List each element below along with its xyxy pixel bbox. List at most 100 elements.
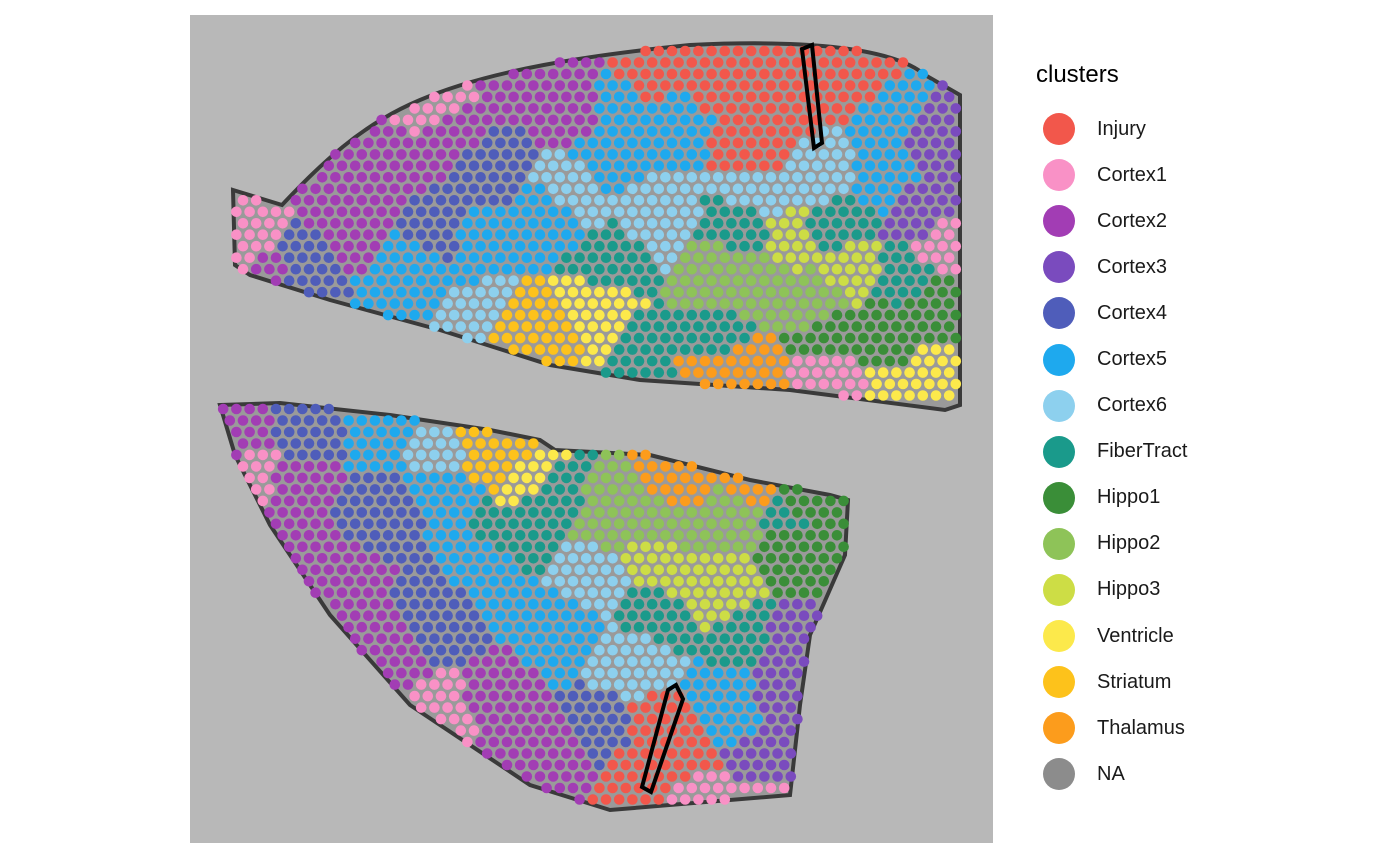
spot-ventricle <box>587 298 599 309</box>
spot-fibertract <box>765 507 777 518</box>
legend-swatch <box>1043 159 1075 192</box>
spot-fibertract <box>897 263 909 275</box>
spot-cortex1 <box>455 702 467 713</box>
spot-cortex2 <box>528 759 539 771</box>
spot-injury <box>844 103 856 114</box>
spot-ventricle <box>528 484 539 495</box>
spot-cortex3 <box>937 172 948 183</box>
spot-cortex6 <box>831 172 843 183</box>
spot-fibertract <box>712 644 724 656</box>
spot-hippo2 <box>739 530 750 541</box>
spot-fibertract <box>877 252 889 263</box>
spot-cortex5 <box>587 610 599 621</box>
spot-hippo1 <box>864 344 876 355</box>
spot-hippo3 <box>666 541 678 553</box>
spot-cortex2 <box>343 149 354 160</box>
spot-cortex2 <box>541 103 552 114</box>
spot-fibertract <box>554 263 566 275</box>
spot-cortex5 <box>864 160 876 172</box>
spot-cortex4 <box>369 484 381 495</box>
spot-cortex2 <box>376 114 387 126</box>
spot-hippo2 <box>580 507 592 518</box>
spot-cortex4 <box>462 598 473 610</box>
spot-cortex1 <box>739 782 750 794</box>
spot-cortex5 <box>567 149 579 160</box>
spot-hippo1 <box>792 332 803 344</box>
spot-hippo2 <box>686 286 698 298</box>
spot-cortex1 <box>409 690 420 702</box>
spot-cortex6 <box>811 160 823 172</box>
spot-hippo1 <box>805 576 816 587</box>
spot-injury <box>686 57 698 68</box>
spot-fibertract <box>719 656 731 667</box>
spot-cortex5 <box>495 564 506 576</box>
spot-cortex4 <box>303 438 315 449</box>
spot-cortex4 <box>554 690 566 702</box>
spot-cortex5 <box>343 415 354 426</box>
spot-fibertract <box>481 518 493 530</box>
spot-fibertract <box>554 461 566 472</box>
spot-hippo2 <box>739 507 750 518</box>
spot-cortex5 <box>363 275 374 287</box>
spot-injury <box>633 713 645 725</box>
spot-cortex6 <box>600 206 612 218</box>
spot-cortex2 <box>481 748 493 759</box>
spot-fibertract <box>613 275 625 287</box>
spot-hippo1 <box>910 332 922 344</box>
spot-fibertract <box>772 495 783 507</box>
spot-injury <box>891 68 902 80</box>
spot-injury <box>666 771 678 782</box>
spot-cortex2 <box>290 530 302 541</box>
spot-hippo1 <box>844 309 856 321</box>
spot-cortex3 <box>778 759 790 771</box>
spot-hippo3 <box>778 218 790 229</box>
spot-hippo1 <box>759 541 770 553</box>
spot-cortex4 <box>297 426 308 438</box>
spot-cortex4 <box>495 160 506 172</box>
spot-cortex4 <box>501 172 513 183</box>
spot-cortex5 <box>752 713 764 725</box>
spot-cortex5 <box>462 576 473 587</box>
spot-cortex4 <box>435 621 447 633</box>
spot-cortex2 <box>330 172 341 183</box>
spot-cortex4 <box>290 415 302 426</box>
spot-cortex1 <box>462 80 473 91</box>
spot-fibertract <box>633 309 645 321</box>
spot-cortex2 <box>303 461 315 472</box>
spot-injury <box>726 57 737 68</box>
spot-cortex6 <box>646 218 658 229</box>
spot-hippo2 <box>633 507 645 518</box>
spot-hippo3 <box>785 206 797 218</box>
spot-cortex4 <box>574 702 585 713</box>
spot-cortex2 <box>363 610 374 621</box>
spot-cortex6 <box>580 667 592 679</box>
spot-striatum <box>468 472 480 484</box>
spot-cortex1 <box>831 355 843 367</box>
spot-thalamus <box>712 378 724 390</box>
spot-hippo1 <box>937 309 948 321</box>
spot-cortex3 <box>792 667 803 679</box>
spot-injury <box>693 725 704 736</box>
spot-cortex5 <box>369 286 381 298</box>
spot-hippo1 <box>772 587 783 598</box>
spot-cortex5 <box>646 126 658 137</box>
spot-cortex5 <box>891 183 902 195</box>
spot-cortex4 <box>363 518 374 530</box>
spot-cortex2 <box>567 736 579 748</box>
spot-cortex3 <box>930 91 942 103</box>
spot-striatum <box>514 309 526 321</box>
spot-cortex6 <box>448 309 460 321</box>
spot-cortex2 <box>349 183 361 195</box>
spot-cortex2 <box>580 57 592 68</box>
spot-fibertract <box>653 344 665 355</box>
spot-fibertract <box>864 229 876 240</box>
spot-hippo3 <box>765 240 777 252</box>
spot-cortex2 <box>389 656 401 667</box>
spot-hippo2 <box>699 263 711 275</box>
spot-injury <box>673 80 684 91</box>
spot-fibertract <box>620 263 632 275</box>
spot-cortex2 <box>290 507 302 518</box>
spot-hippo2 <box>712 240 724 252</box>
spot-injury <box>686 80 698 91</box>
spot-cortex5 <box>475 553 486 564</box>
